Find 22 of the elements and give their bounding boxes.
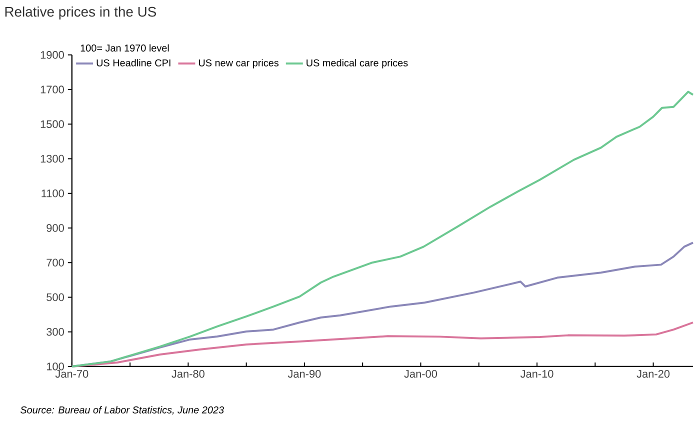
y-tick-label: 1900 [40, 50, 64, 59]
y-tick-label: 500 [46, 293, 64, 301]
y-tick-label: 1300 [40, 154, 64, 162]
y-tick-label: 300 [46, 328, 64, 336]
legend-label: US medical care prices [306, 58, 408, 68]
legend-label: US new car prices [198, 58, 279, 68]
x-tick-label: Jan-10 [520, 370, 554, 378]
source-note: Source: Bureau of Labor Statistics, June 2023 [20, 406, 224, 414]
y-tick-label: 1500 [40, 120, 64, 128]
y-tick-label: 1100 [42, 189, 64, 198]
y-tick-label: 100 [46, 362, 64, 370]
y-tick-label: 700 [46, 258, 64, 266]
x-tick-label: Jan-90 [288, 370, 321, 378]
x-tick-label: Jan-70 [55, 370, 88, 378]
chart-subtitle: 100= Jan 1970 level [80, 44, 169, 52]
x-tick-label: Jan-20 [636, 370, 670, 378]
x-tick-label: Jan-80 [172, 370, 204, 378]
y-tick-label: 900 [46, 224, 64, 232]
legend-label: US Headline CPI [96, 58, 170, 66]
chart-title: Relative prices in the US [5, 6, 156, 20]
x-tick-label: Jan-00 [404, 370, 438, 378]
y-tick-label: 1700 [40, 85, 64, 94]
